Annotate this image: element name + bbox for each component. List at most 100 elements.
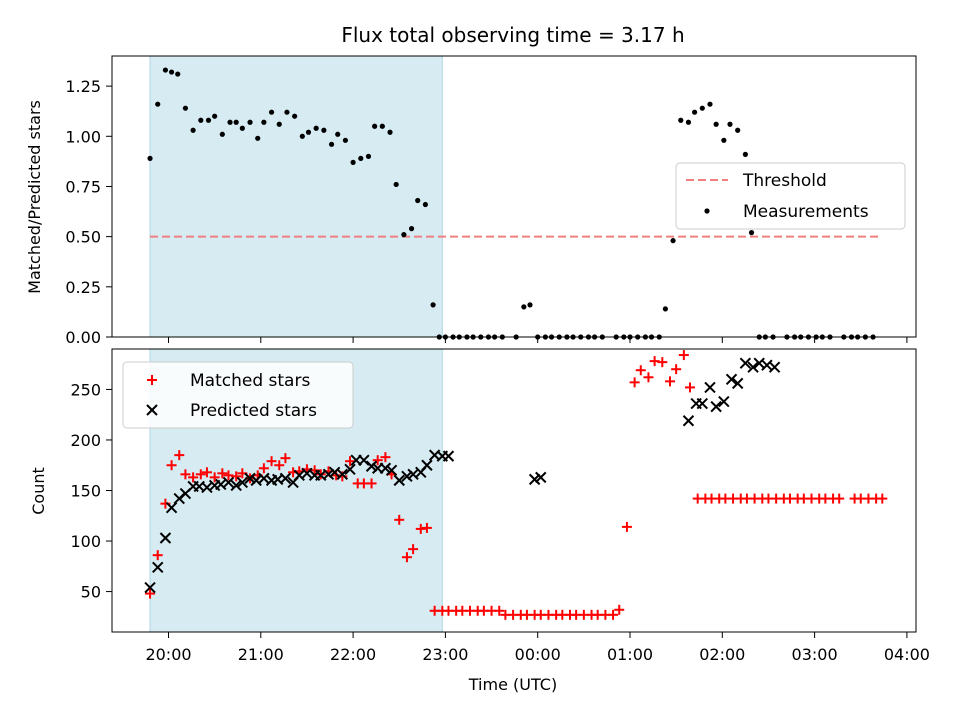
measurement-point — [721, 137, 727, 143]
matched-star-point — [408, 544, 419, 555]
measurement-point — [527, 302, 533, 308]
matched-star-point — [671, 364, 682, 375]
legend-predicted-swatch — [146, 404, 158, 416]
measurement-point — [299, 133, 305, 139]
matched-star-point — [266, 456, 277, 467]
measurement-point — [685, 119, 692, 125]
predicted-stars-points — [144, 357, 781, 594]
predicted-star-point — [336, 468, 349, 481]
matched-star-point — [209, 472, 220, 483]
matched-star-point — [345, 456, 356, 467]
predicted-star-point — [718, 395, 730, 408]
predicted-star-point — [401, 470, 413, 483]
measurement-point — [670, 238, 676, 244]
matched-star-point — [834, 493, 845, 504]
measurement-point — [276, 121, 282, 127]
measurement-point — [219, 131, 225, 137]
matched-star-point — [231, 471, 242, 482]
measurement-point — [255, 135, 261, 141]
predicted-star-point — [230, 479, 242, 492]
matched-stars-points — [145, 350, 888, 620]
measurement-point — [227, 119, 233, 125]
measurement-point — [748, 230, 755, 236]
measurement-point — [387, 129, 393, 135]
measurement-point — [379, 123, 385, 129]
measurement-point — [358, 155, 364, 161]
measurement-point — [162, 67, 169, 73]
measurement-point — [335, 131, 341, 137]
matched-star-point — [649, 356, 660, 367]
measurement-point — [422, 201, 429, 208]
predicted-star-point — [725, 373, 738, 386]
bottom-plot-frame — [111, 348, 917, 633]
matched-star-point — [394, 514, 405, 525]
top-legend: Threshold Measurements — [675, 162, 906, 230]
predicted-star-point — [731, 377, 744, 390]
top-y-tick-label: 0.75 — [65, 177, 101, 196]
measurement-point — [168, 69, 175, 75]
measurement-point — [415, 197, 421, 204]
measurement-point — [430, 302, 436, 308]
predicted-star-point — [421, 459, 433, 471]
measurement-point — [401, 232, 407, 238]
legend-matched-swatch — [147, 375, 157, 385]
measurement-point — [284, 109, 290, 115]
x-axis-label: Time (UTC) — [468, 675, 557, 694]
legend-measurements-swatch — [704, 208, 710, 214]
measurement-point — [350, 159, 356, 165]
bottom-x-tick-label: 03:00 — [792, 645, 838, 664]
matched-star-point — [684, 382, 695, 393]
matched-star-point — [664, 376, 675, 387]
matched-star-point — [643, 372, 654, 383]
chart-title: Flux total observing time = 3.17 h — [341, 23, 684, 47]
predicted-star-point — [159, 532, 172, 544]
predicted-star-point — [442, 450, 455, 462]
matched-star-point — [174, 450, 185, 461]
matched-star-point — [621, 521, 632, 532]
predicted-star-point — [244, 472, 256, 485]
bottom-legend-box — [122, 361, 354, 429]
measurement-point — [342, 137, 349, 143]
measurement-point — [261, 119, 267, 125]
legend-threshold-label: Threshold — [742, 171, 827, 191]
predicted-star-point — [747, 361, 759, 373]
predicted-star-point — [385, 464, 398, 476]
top-y-axis-label: Matched/Predicted stars — [25, 100, 44, 294]
measurement-point — [233, 119, 239, 125]
legend-measurements-label: Measurements — [743, 202, 869, 222]
matched-star-point — [223, 470, 234, 481]
bottom-x-tick-label: 23:00 — [422, 645, 468, 664]
measurement-point — [408, 226, 415, 232]
matched-star-point — [494, 605, 505, 616]
measurement-point — [313, 125, 319, 131]
top-plot-frame — [111, 55, 917, 338]
measurement-point — [147, 155, 153, 161]
predicted-star-point — [710, 400, 722, 413]
predicted-star-point — [393, 474, 405, 487]
bottom-y-tick-label: 150 — [70, 482, 101, 501]
predicted-star-point — [152, 561, 164, 574]
bottom-legend: Matched stars Predicted stars — [122, 361, 354, 429]
bottom-x-tick-label: 21:00 — [238, 645, 284, 664]
predicted-star-point — [322, 468, 335, 481]
measurement-point — [182, 105, 189, 111]
matched-star-point — [372, 455, 383, 466]
matched-star-point — [657, 357, 668, 368]
matched-star-point — [877, 493, 888, 504]
legend-predicted-label: Predicted stars — [190, 401, 317, 421]
matched-star-point — [152, 550, 163, 561]
top-y-axis: 0.00 0.25 0.50 0.75 1.00 1.25 — [65, 77, 112, 347]
legend-matched-label: Matched stars — [190, 371, 310, 391]
predicted-star-point — [682, 415, 695, 427]
measurement-point — [321, 127, 327, 133]
matched-star-point — [188, 472, 199, 483]
bottom-y-tick-label: 100 — [70, 532, 101, 551]
matched-star-point — [629, 377, 640, 388]
bottom-x-tick-label: 00:00 — [515, 645, 561, 664]
bottom-y-tick-label: 250 — [70, 380, 101, 399]
predicted-star-point — [696, 397, 709, 410]
predicted-star-point — [739, 357, 752, 369]
measurement-point — [707, 101, 713, 107]
predicted-star-point — [165, 501, 178, 514]
